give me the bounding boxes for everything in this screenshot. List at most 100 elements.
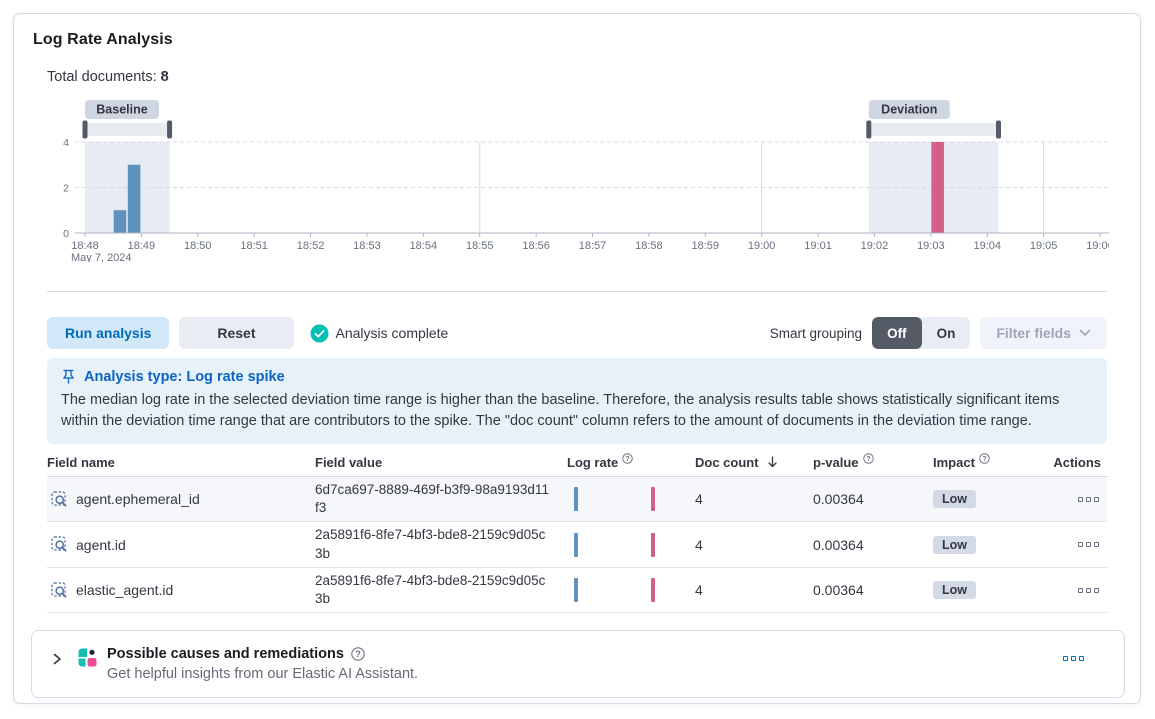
document-count-chart: 18:48 18:49 18:50 18:51 18:52 18:53 18:54 18:55… (47, 97, 1114, 267)
deviation-mini-bar (651, 487, 655, 512)
check-in-circle-icon (310, 324, 329, 342)
possible-causes-title: Possible causes and remediations (107, 646, 344, 663)
svg-text:19:06: 19:06 (1086, 240, 1109, 252)
question-in-circle-icon: ? (622, 453, 634, 464)
total-documents-label: Total documents: (47, 69, 157, 85)
deviation-mini-bar (651, 532, 655, 557)
results-table-body: agent.ephemeral_id 6d7ca697-8889-469f-b3… (47, 477, 1107, 614)
svg-text:0: 0 (63, 228, 69, 240)
field-name-value: elastic_agent.id (76, 582, 174, 599)
results-table-header: Field name Field value Log rate ? Doc co… (47, 453, 1107, 478)
log-rate-mini-chart (567, 532, 695, 558)
filter-fields-button[interactable]: Filter fields (980, 317, 1107, 349)
col-field-name[interactable]: Field name (47, 455, 115, 471)
svg-text:2: 2 (63, 183, 69, 195)
svg-text:18:57: 18:57 (579, 240, 607, 252)
svg-text:18:56: 18:56 (522, 240, 550, 252)
impact-badge: Low (933, 490, 976, 509)
svg-text:Baseline: Baseline (96, 103, 147, 117)
filter-fields-label: Filter fields (996, 325, 1071, 341)
field-search-icon[interactable] (51, 536, 68, 553)
controls-bar: Run analysis Reset Analysis complete Sma… (47, 317, 1107, 349)
baseline-badge (85, 100, 159, 119)
svg-text:4: 4 (63, 137, 69, 149)
doc-count-value: 4 (695, 491, 703, 508)
deviation-badge (868, 100, 950, 119)
smart-grouping-off-button[interactable]: Off (872, 317, 922, 349)
svg-text:19:04: 19:04 (973, 240, 1001, 252)
impact-badge: Low (933, 535, 976, 554)
possible-causes-subtitle: Get helpful insights from our Elastic AI… (107, 666, 419, 683)
log-rate-mini-chart (567, 486, 695, 512)
svg-text:18:51: 18:51 (240, 240, 268, 252)
analysis-status: Analysis complete (310, 324, 449, 343)
divider (47, 291, 1107, 292)
svg-text:?: ? (355, 649, 361, 659)
impact-badge: Low (933, 581, 976, 600)
expand-accordion-button[interactable] (48, 649, 66, 672)
svg-text:19:01: 19:01 (804, 240, 832, 252)
table-row: elastic_agent.id 2a5891f6-8fe7-4bf3-bde8… (47, 568, 1107, 614)
field-value: 6d7ca697-8889-469f-b3f9-98a9193d11f3 (315, 482, 549, 516)
callout-title: Analysis type: Log rate spike (84, 369, 285, 385)
col-field-value[interactable]: Field value (315, 455, 383, 471)
col-p-value[interactable]: p-value ? (813, 453, 933, 470)
doc-count-value: 4 (695, 536, 703, 553)
svg-text:May 7, 2024: May 7, 2024 (71, 252, 132, 262)
row-actions-button[interactable] (1078, 587, 1099, 593)
svg-text:18:49: 18:49 (128, 240, 156, 252)
chevron-down-icon (1079, 329, 1091, 336)
pushpin-icon (62, 369, 75, 384)
question-in-circle-icon[interactable]: ? (351, 647, 365, 662)
col-impact[interactable]: Impact ? (933, 453, 1051, 470)
baseline-brush[interactable] (85, 123, 170, 136)
possible-causes-panel[interactable]: Possible causes and remediations ? Get h… (31, 630, 1125, 699)
total-documents-value: 8 (160, 69, 169, 85)
svg-text:19:03: 19:03 (917, 240, 945, 252)
row-actions-button[interactable] (1078, 496, 1099, 502)
baseline-brush-handle[interactable] (167, 120, 173, 139)
chevron-right-icon (53, 653, 61, 665)
doc-count-value: 4 (695, 582, 703, 599)
question-in-circle-icon: ? (862, 453, 874, 464)
run-analysis-button[interactable]: Run analysis (47, 317, 170, 349)
svg-text:19:00: 19:00 (748, 240, 776, 252)
svg-text:18:53: 18:53 (353, 240, 381, 252)
log-rate-analysis-panel: Log Rate Analysis Total documents: 8 18:… (13, 13, 1141, 704)
field-name-value: agent.ephemeral_id (76, 491, 200, 508)
p-value: 0.00364 (813, 582, 864, 599)
field-search-icon[interactable] (51, 582, 68, 599)
log-rate-mini-chart (567, 577, 695, 603)
table-row: agent.ephemeral_id 6d7ca697-8889-469f-b3… (47, 477, 1107, 523)
question-in-circle-icon: ? (979, 453, 990, 464)
smart-grouping-label: Smart grouping (769, 325, 863, 341)
results-table: Field name Field value Log rate ? Doc co… (47, 453, 1107, 614)
svg-text:19:05: 19:05 (1030, 240, 1058, 252)
svg-text:18:59: 18:59 (692, 240, 720, 252)
analysis-status-label: Analysis complete (335, 325, 449, 341)
baseline-mini-bar (574, 578, 578, 603)
col-actions: Actions (1053, 455, 1101, 471)
total-documents: Total documents: 8 (47, 69, 1107, 85)
field-search-icon[interactable] (51, 491, 68, 508)
svg-text:18:55: 18:55 (466, 240, 494, 252)
panel-actions-button[interactable] (1063, 656, 1084, 662)
p-value: 0.00364 (813, 491, 864, 508)
col-doc-count[interactable]: Doc count (695, 455, 813, 470)
svg-text:?: ? (626, 456, 630, 463)
svg-text:?: ? (982, 456, 986, 463)
smart-grouping-on-button[interactable]: On (922, 317, 971, 349)
col-log-rate[interactable]: Log rate ? (567, 453, 695, 470)
reset-button[interactable]: Reset (179, 317, 294, 349)
callout-body: The median log rate in the selected devi… (61, 392, 1060, 430)
sort-descending-icon (767, 456, 777, 468)
baseline-brush-handle[interactable] (82, 120, 88, 139)
row-actions-button[interactable] (1078, 542, 1099, 548)
deviation-brush-handle[interactable] (866, 120, 872, 139)
log-rate-histogram[interactable]: 18:48 18:49 18:50 18:51 18:52 18:53 18:54 18:55… (47, 97, 1114, 264)
baseline-mini-bar (574, 487, 578, 512)
deviation-brush[interactable] (868, 123, 999, 136)
svg-text:18:48: 18:48 (71, 240, 99, 252)
deviation-brush-handle[interactable] (996, 120, 1001, 139)
smart-grouping-toggle: Off On (872, 317, 971, 349)
